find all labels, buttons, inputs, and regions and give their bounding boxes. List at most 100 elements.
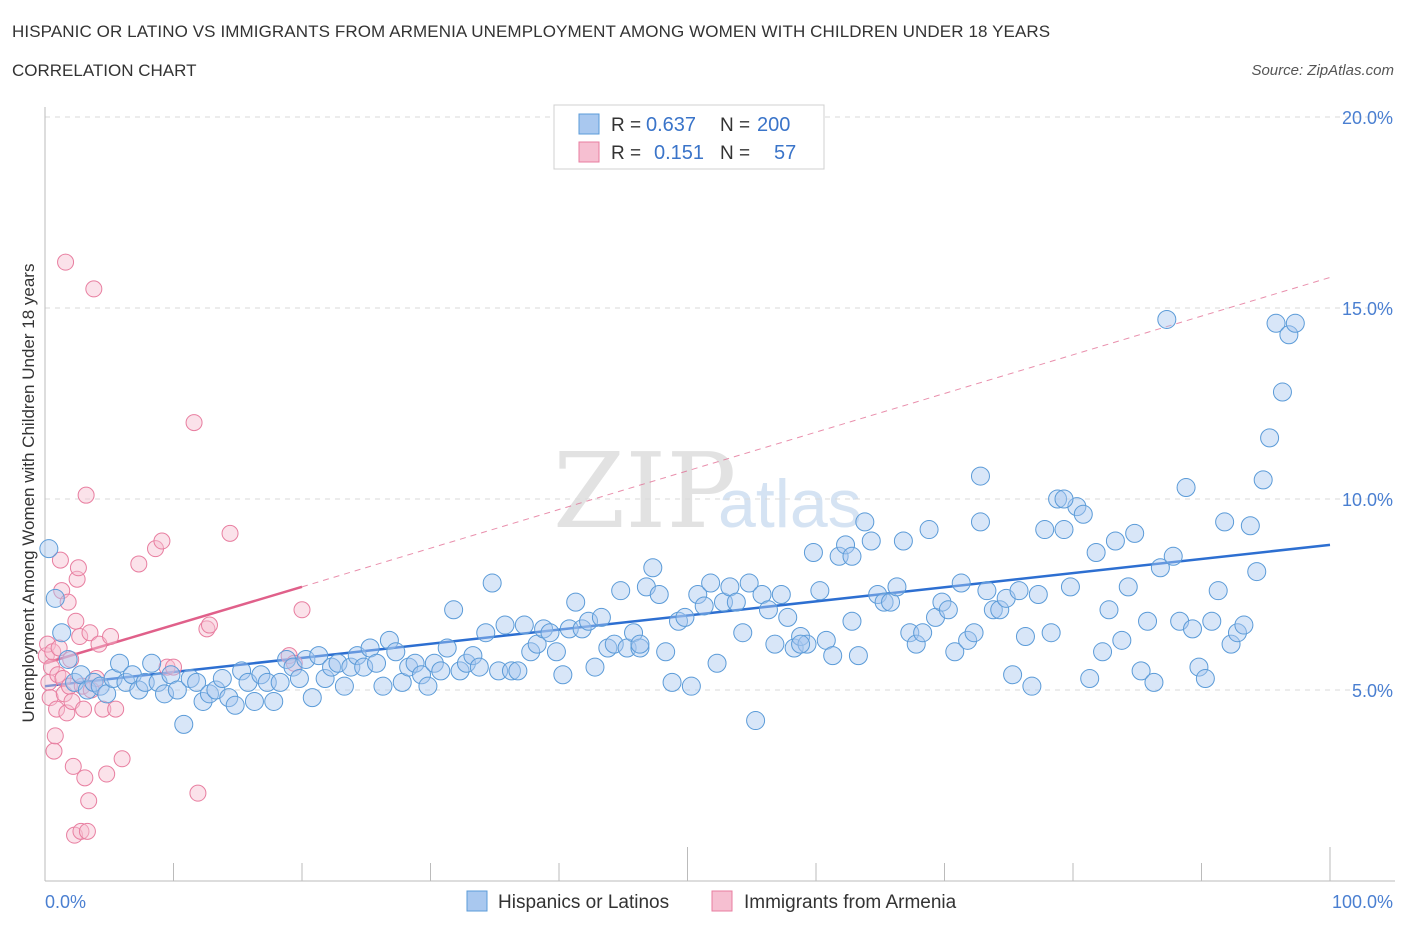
data-point-hispanic	[315, 669, 335, 689]
data-point-hispanic	[604, 634, 624, 654]
data-point-armenia	[45, 742, 63, 760]
data-point-hispanic	[990, 600, 1010, 620]
data-point-hispanic	[893, 531, 913, 551]
data-point-hispanic	[932, 592, 952, 612]
data-point-hispanic	[694, 596, 714, 616]
data-point-hispanic	[328, 653, 348, 673]
data-point-hispanic	[643, 558, 663, 578]
data-point-armenia	[85, 280, 103, 298]
data-point-hispanic	[187, 672, 207, 692]
data-point-hispanic	[572, 619, 592, 639]
series-armenia-points	[37, 253, 311, 844]
data-point-hispanic	[906, 634, 926, 654]
data-point-armenia	[189, 784, 207, 802]
data-point-hispanic	[251, 665, 271, 685]
data-point-armenia	[76, 769, 94, 787]
data-point-hispanic	[469, 657, 489, 677]
data-point-hispanic	[219, 688, 239, 708]
data-point-armenia	[62, 650, 80, 668]
data-point-hispanic	[579, 611, 599, 631]
data-point-hispanic	[174, 714, 194, 734]
data-point-hispanic	[546, 642, 566, 662]
data-point-armenia	[48, 700, 66, 718]
data-point-hispanic	[1054, 489, 1074, 509]
data-point-hispanic	[1022, 676, 1042, 696]
data-point-hispanic	[1060, 577, 1080, 597]
data-point-hispanic	[232, 661, 252, 681]
data-point-hispanic	[431, 661, 451, 681]
legend-n-label-2: N =	[720, 143, 750, 164]
y-tick-label: 10.0%	[1342, 490, 1393, 510]
data-point-hispanic	[848, 646, 868, 666]
data-point-hispanic	[1035, 520, 1055, 540]
data-point-hispanic	[193, 691, 213, 711]
data-point-hispanic	[1247, 562, 1267, 582]
data-point-hispanic	[739, 573, 759, 593]
bottom-legend-armenia: Immigrants from Armenia	[744, 892, 957, 913]
y-tick-label: 15.0%	[1342, 299, 1393, 319]
data-point-hispanic	[508, 661, 528, 681]
data-point-hispanic	[970, 512, 990, 532]
watermark: ZIP atlas	[553, 430, 862, 552]
axes	[44, 107, 1395, 882]
data-point-hispanic	[758, 600, 778, 620]
data-point-hispanic	[778, 607, 798, 627]
data-point-hispanic	[1221, 634, 1241, 654]
data-point-hispanic	[540, 623, 560, 643]
legend-r-label-1: R =	[611, 115, 641, 136]
data-point-hispanic	[842, 611, 862, 631]
data-point-hispanic	[797, 634, 817, 654]
data-point-hispanic	[167, 680, 187, 700]
data-point-armenia	[46, 727, 64, 745]
data-point-hispanic	[1003, 665, 1023, 685]
data-point-hispanic	[367, 653, 387, 673]
data-point-armenia	[71, 628, 89, 646]
legend-n-value-1: 200	[757, 114, 790, 136]
data-point-armenia	[81, 624, 99, 642]
data-point-hispanic	[1253, 470, 1273, 490]
data-point-armenia	[64, 757, 82, 775]
data-point-hispanic	[726, 592, 746, 612]
data-point-hispanic	[970, 466, 990, 486]
data-point-hispanic	[662, 672, 682, 692]
data-point-hispanic	[765, 634, 785, 654]
y-axis-label: Unemployment Among Women with Children U…	[19, 264, 38, 723]
data-point-hispanic	[373, 676, 393, 696]
data-point-armenia	[221, 524, 239, 542]
data-point-hispanic	[675, 607, 695, 627]
data-point-hispanic	[495, 615, 515, 635]
data-point-hispanic	[1144, 672, 1164, 692]
data-point-hispanic	[45, 588, 65, 608]
data-point-hispanic	[938, 600, 958, 620]
data-point-hispanic	[501, 661, 521, 681]
data-point-hispanic	[656, 642, 676, 662]
legend-n-value-2: 57	[774, 142, 796, 164]
data-point-hispanic	[1272, 382, 1292, 402]
data-point-hispanic	[1048, 489, 1068, 509]
data-point-hispanic	[482, 573, 502, 593]
data-point-hispanic	[681, 676, 701, 696]
data-point-hispanic	[1195, 669, 1215, 689]
trendline-armenia-extension	[301, 276, 1331, 588]
data-point-hispanic	[1073, 504, 1093, 524]
data-point-hispanic	[1150, 558, 1170, 578]
chart-title: HISPANIC OR LATINO VS IMMIGRANTS FROM AR…	[12, 22, 1051, 41]
data-point-hispanic	[444, 600, 464, 620]
data-point-armenia	[153, 532, 171, 550]
data-point-hispanic	[212, 669, 232, 689]
x-tick-label: 100.0%	[1332, 892, 1393, 912]
data-point-hispanic	[309, 646, 329, 666]
data-point-hispanic	[688, 585, 708, 604]
data-point-hispanic	[58, 649, 78, 669]
data-point-hispanic	[456, 653, 476, 673]
trendline-armenia	[44, 585, 303, 665]
data-point-hispanic	[591, 607, 611, 627]
data-point-hispanic	[412, 665, 432, 685]
data-point-hispanic	[277, 649, 297, 669]
data-point-hispanic	[1131, 661, 1151, 681]
data-point-hispanic	[1279, 325, 1299, 345]
data-point-hispanic	[463, 646, 483, 666]
legend-r-value-1: 0.637	[646, 114, 696, 136]
data-point-hispanic	[514, 615, 534, 635]
